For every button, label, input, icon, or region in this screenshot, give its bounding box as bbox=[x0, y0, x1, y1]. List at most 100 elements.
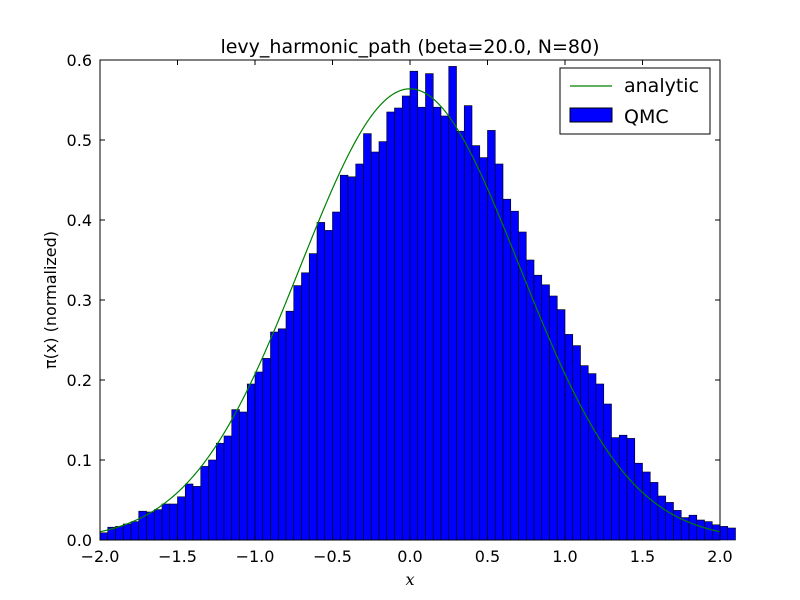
legend-box bbox=[559, 67, 711, 135]
histogram-bar bbox=[448, 66, 457, 541]
histogram-bar bbox=[177, 496, 186, 541]
chart-title: levy_harmonic_path (beta=20.0, N=80) bbox=[220, 36, 599, 58]
histogram-bar bbox=[169, 503, 178, 541]
histogram-bar bbox=[696, 519, 705, 541]
histogram-bar bbox=[525, 259, 535, 541]
histogram-bar bbox=[184, 483, 194, 541]
y-tick-label: 0.6 bbox=[67, 51, 92, 70]
x-tick-label: −2.0 bbox=[81, 547, 120, 566]
histogram-bar bbox=[688, 514, 698, 541]
histogram-bar bbox=[409, 70, 419, 541]
legend: analytic QMC bbox=[559, 67, 711, 135]
histogram-bar bbox=[704, 521, 713, 541]
histogram-bar bbox=[626, 438, 636, 541]
histogram-bar bbox=[347, 176, 357, 541]
histogram-bar bbox=[115, 526, 124, 541]
histogram-bar bbox=[673, 510, 682, 541]
histogram-bar bbox=[727, 527, 736, 541]
histogram-bar bbox=[549, 295, 558, 541]
x-tick-label: 1.5 bbox=[630, 547, 655, 566]
histogram-bar bbox=[363, 133, 372, 541]
y-tick-label: 0.1 bbox=[67, 451, 92, 470]
histogram-bar bbox=[308, 253, 318, 541]
histogram-bar bbox=[572, 345, 581, 541]
histogram-bar bbox=[463, 105, 473, 541]
histogram-bar bbox=[456, 130, 465, 541]
histogram-bar bbox=[285, 310, 295, 541]
histogram-bar bbox=[215, 442, 225, 541]
histogram-bar bbox=[634, 462, 643, 541]
histogram-bar bbox=[262, 358, 271, 541]
histogram-bar bbox=[494, 163, 504, 541]
histogram-bar bbox=[417, 106, 426, 541]
histogram-bar bbox=[471, 145, 481, 541]
x-tick-label: −1.5 bbox=[158, 547, 197, 566]
histogram-bar bbox=[595, 383, 605, 541]
histogram-bar bbox=[401, 95, 411, 541]
histogram-bar bbox=[355, 163, 364, 541]
histogram-bar bbox=[332, 211, 341, 541]
x-tick-label: 1.0 bbox=[552, 547, 577, 566]
histogram-bar bbox=[479, 157, 488, 541]
histogram-bar bbox=[99, 532, 109, 541]
histogram-bar bbox=[316, 222, 326, 541]
histogram-bar bbox=[587, 373, 597, 541]
histogram-bar bbox=[394, 107, 403, 541]
histogram-bar bbox=[711, 524, 721, 541]
y-tick-label: 0.0 bbox=[67, 531, 92, 550]
x-tick-label: −0.5 bbox=[313, 547, 352, 566]
y-tick-label: 0.3 bbox=[67, 291, 92, 310]
histogram-bar bbox=[425, 73, 434, 541]
histogram-bar bbox=[502, 198, 512, 541]
histogram-bar bbox=[518, 231, 527, 541]
histogram-bar bbox=[301, 272, 310, 541]
y-tick-label: 0.5 bbox=[67, 131, 92, 150]
histogram-bar bbox=[386, 111, 395, 541]
histogram-bar bbox=[339, 174, 349, 541]
histogram-bar bbox=[192, 486, 202, 541]
histogram-bar bbox=[719, 526, 729, 541]
histogram-bar bbox=[254, 371, 264, 541]
histogram-bar bbox=[293, 285, 302, 541]
histogram-bar bbox=[556, 309, 566, 541]
axis-ticks: −2.0 −1.5 −1.0 −0.5 0.0 0.5 1.0 1.5 2.0 0.0 0.1 0.2… bbox=[67, 51, 733, 566]
histogram-bar bbox=[153, 509, 163, 541]
histogram-bar bbox=[200, 466, 209, 541]
analytic-curve bbox=[99, 88, 721, 533]
histogram-bar bbox=[223, 435, 233, 541]
legend-qmc-label: QMC bbox=[624, 106, 669, 128]
histogram-bar bbox=[324, 230, 333, 541]
histogram-bar bbox=[146, 511, 155, 541]
histogram-bar bbox=[618, 434, 628, 541]
histogram-bar bbox=[603, 403, 612, 541]
legend-analytic-label: analytic bbox=[624, 75, 699, 97]
x-tick-label: 2.0 bbox=[707, 547, 732, 566]
x-tick-label: 0.0 bbox=[397, 547, 422, 566]
y-tick-label: 0.2 bbox=[67, 371, 92, 390]
histogram-bar bbox=[208, 459, 217, 541]
histogram-bar bbox=[270, 331, 279, 541]
histogram-bar bbox=[161, 503, 171, 541]
histogram-bar bbox=[277, 328, 287, 541]
histogram-bar bbox=[533, 274, 543, 541]
histogram-bar bbox=[432, 106, 442, 541]
histogram-bar bbox=[370, 151, 380, 541]
y-axis-label: π(x) (normalized) bbox=[41, 231, 60, 369]
histogram-bar bbox=[665, 502, 674, 541]
analytic-curve-layer bbox=[99, 88, 721, 533]
x-tick-label: −1.0 bbox=[236, 547, 275, 566]
histogram-bar bbox=[130, 521, 140, 541]
x-axis-label: x bbox=[405, 570, 414, 589]
histogram-bar bbox=[246, 383, 256, 541]
y-tick-label: 0.4 bbox=[67, 211, 92, 230]
histogram-bar bbox=[649, 482, 659, 541]
histogram-bars bbox=[99, 66, 736, 541]
histogram-bar bbox=[642, 471, 651, 541]
histogram-bar bbox=[122, 523, 132, 541]
histogram-bar bbox=[378, 141, 388, 541]
histogram-bar bbox=[657, 495, 667, 541]
histogram-bar bbox=[440, 115, 450, 541]
histogram-bar bbox=[231, 409, 240, 541]
histogram-bar bbox=[580, 365, 589, 541]
